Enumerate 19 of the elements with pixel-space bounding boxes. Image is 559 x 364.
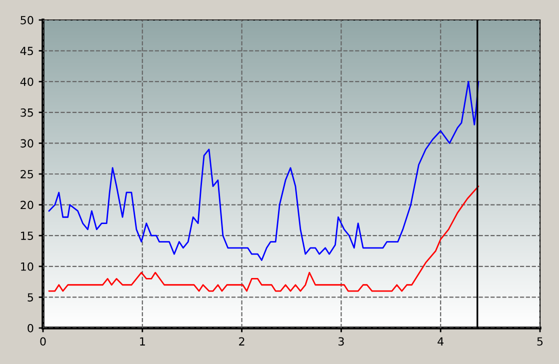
y-tick-label: 50 [20,16,34,24]
y-tick-label: 15 [21,232,33,240]
x-tick-label: 2 [239,337,244,346]
line-series [48,186,480,292]
y-tick-label: 45 [20,46,33,56]
line-series [48,80,480,261]
x-tick-label: 0 [40,337,46,346]
y-tick-label: 25 [20,170,33,178]
x-tick-label: 5 [537,337,543,346]
y-tick-label: 35 [20,108,33,117]
y-tick-label: 10 [21,262,34,271]
x-tick-label: 3 [338,337,344,346]
y-tick-label: 5 [28,293,33,302]
y-tick-label: 40 [20,78,34,86]
y-tick-label: 0 [28,324,34,332]
y-tick-label: 30 [20,139,34,148]
x-tick-label: 1 [140,337,145,346]
y-tick-label: 20 [20,200,34,210]
x-tick-label: 4 [438,337,444,346]
